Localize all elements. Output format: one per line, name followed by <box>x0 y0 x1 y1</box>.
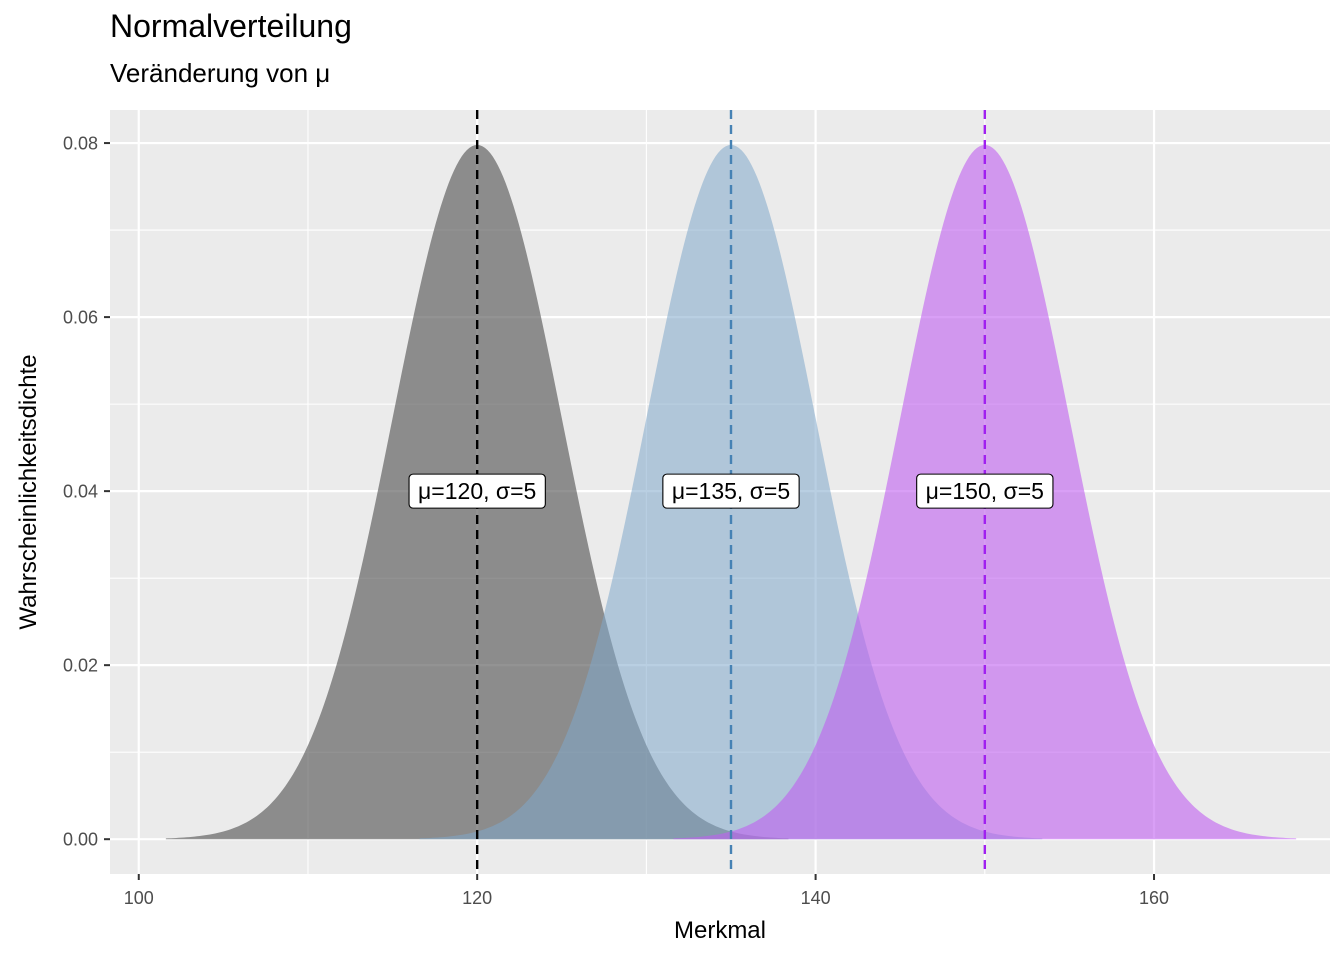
curve-label-mu-135: μ=135, σ=5 <box>662 473 800 509</box>
axis-ticks <box>104 142 1156 880</box>
label-text: μ=135, σ=5 <box>672 478 790 504</box>
label-box <box>662 473 800 509</box>
curve-label-mu-120: μ=120, σ=5 <box>408 473 546 509</box>
x-axis-title: Merkmal <box>674 917 766 944</box>
chart-subtitle: Veränderung von μ <box>110 58 331 88</box>
x-tick-label: 160 <box>1139 888 1169 908</box>
label-box <box>916 473 1054 509</box>
y-tick-label: 0.04 <box>63 482 98 502</box>
x-tick-label: 120 <box>462 888 492 908</box>
y-axis-title: Wahrscheinlichkeitsdichte <box>15 354 42 629</box>
label-text: μ=120, σ=5 <box>418 478 536 504</box>
x-tick-label: 140 <box>801 888 831 908</box>
y-tick-label: 0.06 <box>63 308 98 328</box>
y-tick-label: 0.02 <box>63 656 98 676</box>
label-box <box>408 473 546 509</box>
label-text: μ=150, σ=5 <box>926 478 1044 504</box>
curve-label-mu-150: μ=150, σ=5 <box>916 473 1054 509</box>
x-tick-label: 100 <box>124 888 154 908</box>
y-tick-label: 0.08 <box>63 134 98 154</box>
y-tick-label: 0.00 <box>63 830 98 850</box>
chart-title: Normalverteilung <box>110 8 352 44</box>
tick-labels: 100 120 140 160 0.00 0.02 0.04 0.06 0.08 <box>63 134 1169 908</box>
curve-labels: μ=120, σ=5 μ=135, σ=5 μ=150, σ=5 <box>408 473 1054 509</box>
